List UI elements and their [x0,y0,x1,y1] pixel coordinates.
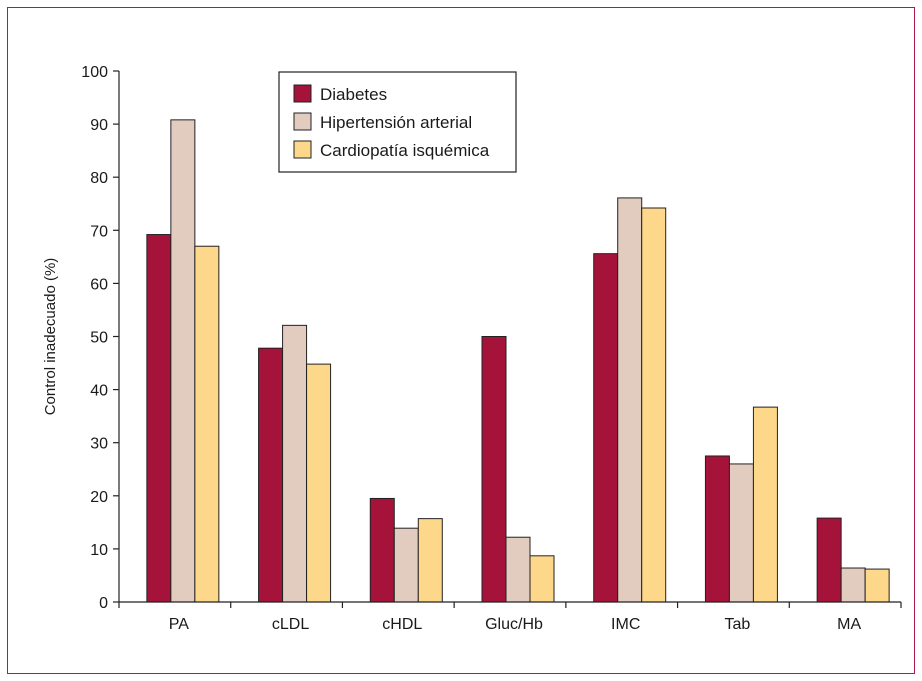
legend-label: Cardiopatía isquémica [320,141,490,160]
bar [194,245,220,603]
bar [529,555,555,603]
x-tick-label: IMC [611,616,640,633]
y-tick-label: 100 [81,64,108,81]
x-tick-label: PA [169,616,189,633]
bar [481,336,507,603]
y-axis-label: Control inadecuado (%) [42,258,59,416]
x-tick-label: cLDL [272,616,309,633]
legend-label: Hipertensión arterial [320,113,472,132]
bar [258,347,284,603]
bar [617,197,643,603]
bar [146,234,172,603]
bar [505,536,531,603]
y-tick-label: 50 [90,330,108,347]
legend-swatch [293,112,312,131]
y-tick-label: 10 [90,542,108,559]
y-tick-label: 60 [90,276,108,293]
y-tick-label: 20 [90,489,108,506]
bar [306,363,332,603]
y-tick-label: 80 [90,170,108,187]
bar [816,517,842,603]
bar [704,455,730,603]
bar [369,497,395,603]
bar [170,119,196,603]
y-tick-label: 0 [99,595,108,612]
y-tick-label: 40 [90,383,108,400]
bar [752,406,778,603]
bars-layer [146,119,890,603]
x-tick-label: cHDL [382,616,422,633]
y-ticks: 0 10 20 30 40 50 60 70 80 90 100 [81,64,119,612]
x-tick-label: MA [837,616,861,633]
legend-swatch [293,140,312,159]
legend-label: Diabetes [320,85,387,104]
y-tick-label: 70 [90,223,108,240]
x-tick-label: Gluc/Hb [485,616,543,633]
bar [593,253,619,603]
x-tick-label: Tab [725,616,751,633]
bar [840,567,866,603]
y-tick-label: 90 [90,117,108,134]
bar [393,527,419,603]
legend-box [278,71,517,173]
x-ticks: PA cLDL cHDL Gluc/Hb IMC Tab MA [118,602,902,633]
bar [417,518,443,603]
legend-swatch [293,84,312,103]
bar [728,463,754,603]
y-tick-label: 30 [90,436,108,453]
legend: Diabetes Hipertensión arterial Cardiopatía… [278,71,517,173]
bar [641,207,667,603]
bar [282,324,308,603]
bar [864,568,890,603]
